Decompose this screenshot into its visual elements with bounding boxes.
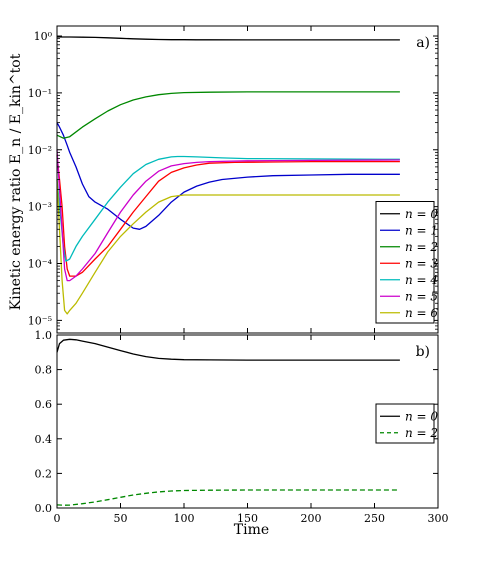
panel-b-ticks: 0.0 0.2 0.4 0.6 0.8 1.0 0 50 100 150 200 250 300 (35, 329, 449, 525)
panel-b-plot-area (57, 335, 438, 508)
legend-entry-label: n = 6 (405, 306, 438, 320)
panel-b-ytick-label: 0.4 (35, 433, 53, 446)
panel-b-legend-box (375, 403, 435, 444)
panel-a-plot-area (57, 26, 438, 333)
panel-a-ytick-label: 10⁻⁴ (28, 258, 53, 271)
legend-entry-label: n = 0 (405, 409, 438, 423)
legend-entry-label: n = 5 (405, 289, 438, 303)
legend-entry-label: n = 2 (405, 426, 438, 440)
panel-a-ytick-label: 10⁻² (28, 144, 52, 157)
panel-a-series-line-4 (56, 155, 400, 262)
panel-a-ytick-label: 10⁻¹ (28, 87, 52, 100)
x-axis-label: Time (234, 522, 269, 538)
panel-a-ytick-label: 10⁻⁵ (28, 314, 52, 327)
panel-a-series-line-5 (56, 149, 400, 282)
panel-a-series-line-6 (56, 179, 400, 315)
legend-entry-label: n = 4 (405, 273, 438, 287)
xtick-label: 100 (174, 512, 195, 525)
legend-entry-label: n = 1 (405, 223, 438, 237)
panel-a-series-line-0 (57, 36, 400, 41)
xtick-label: 50 (114, 512, 128, 525)
y-axis-label: Kinetic energy ratio E_n / E_kin^tot (8, 53, 24, 310)
panel-b-series-line-1 (56, 489, 400, 506)
panel-a-frame (56, 25, 439, 334)
xtick-label: 200 (301, 512, 322, 525)
legend-entry-label: n = 0 (405, 207, 438, 221)
xtick-label: 150 (237, 512, 258, 525)
panel-b-ytick-label: 0.2 (35, 467, 53, 480)
xtick-label: 0 (54, 512, 61, 525)
panel-a-series (56, 36, 400, 315)
panel-b-ytick-label: 0.6 (35, 398, 53, 411)
xtick-label: 300 (428, 512, 449, 525)
panel-b-legend: n = 0 n = 2 (375, 403, 438, 444)
panel-a-ytick-label: 10⁰ (34, 30, 53, 43)
panel-b-frame (56, 334, 439, 509)
legend-entry-label: n = 2 (405, 240, 438, 254)
panel-b-series-line-0 (56, 338, 400, 361)
panel-a-ytick-label: 10⁻³ (28, 201, 52, 214)
legend-entry-label: n = 3 (405, 256, 438, 270)
panel-b-series (56, 338, 400, 506)
panel-a-legend-box (375, 201, 435, 324)
panel-a-series-line-1 (56, 122, 400, 230)
panel-b-ytick-label: 0.0 (35, 502, 53, 515)
xtick-label: 250 (364, 512, 385, 525)
panel-b-ytick-label: 1.0 (35, 329, 53, 342)
panel-b: 0.00.20.40.60.81.00 50 100 150 200 250 300 b) … (35, 329, 449, 525)
panel-b-label: b) (416, 344, 430, 360)
panel-a-series-line-2 (56, 91, 400, 139)
panel-a-legend: n = 0 n = 1 n = 2 n = 3 n = 4 n = 5 n = 6 (375, 201, 438, 324)
panel-a-label: a) (416, 35, 430, 51)
panel-b-ytick-label: 0.8 (35, 364, 53, 377)
